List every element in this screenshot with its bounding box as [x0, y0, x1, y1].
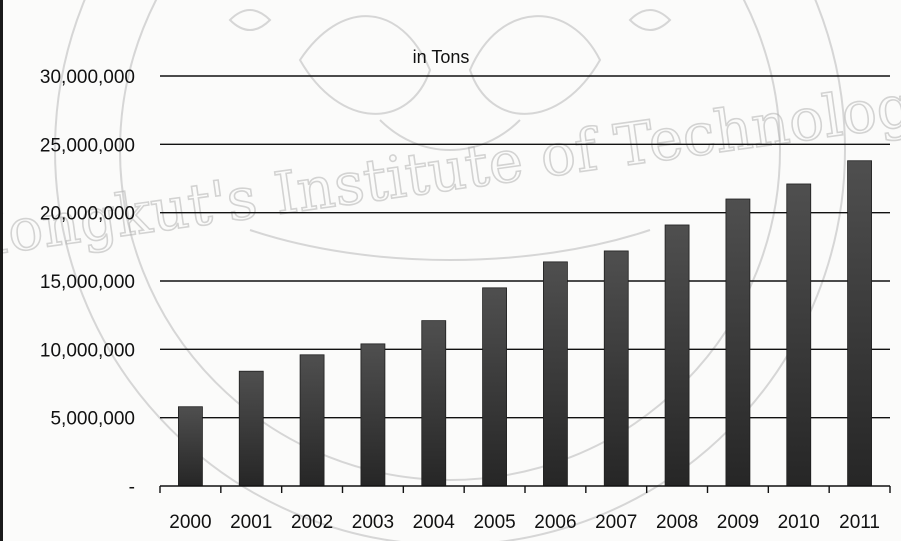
- bar-2010: [786, 183, 812, 487]
- bars: [178, 160, 872, 487]
- y-tick-label: 30,000,000: [40, 67, 135, 88]
- x-tick-label: 2008: [656, 512, 698, 533]
- scan-edge: [0, 0, 3, 541]
- x-tick-label: 2003: [352, 512, 394, 533]
- y-tick-label: 10,000,000: [40, 340, 135, 361]
- bar-2000: [178, 406, 203, 487]
- x-tick-label: 2010: [778, 512, 820, 533]
- gridlines: [160, 75, 890, 419]
- axes: [159, 485, 891, 493]
- bar-2001: [238, 370, 264, 487]
- y-tick-label: 20,000,000: [40, 204, 135, 225]
- x-tick-label: 2009: [717, 512, 759, 533]
- bar-2003: [360, 343, 386, 487]
- labels: - 5,000,000 10,000,000 15,000,000 20,000,000…: [40, 67, 880, 533]
- x-tick-label: 2000: [169, 512, 211, 533]
- x-tick-label: 2001: [230, 512, 272, 533]
- y-tick-label: 15,000,000: [40, 272, 135, 293]
- bar-2002: [299, 354, 325, 487]
- y-tick-label: 25,000,000: [40, 135, 135, 156]
- x-tick-label: 2007: [595, 512, 637, 533]
- bar-2008: [664, 224, 690, 487]
- x-tick-label: 2005: [473, 512, 515, 533]
- chart-title: in Tons: [413, 47, 470, 67]
- x-tick-label: 2004: [413, 512, 456, 533]
- x-tick-label: 2006: [534, 512, 576, 533]
- bar-2009: [725, 198, 751, 487]
- bar-2005: [482, 287, 507, 487]
- x-tick-label: 2011: [839, 512, 880, 533]
- bar-2006: [543, 261, 568, 487]
- y-tick-label: -: [129, 477, 135, 498]
- bar-2011: [847, 160, 872, 487]
- bar-2007: [603, 250, 629, 487]
- y-tick-label: 5,000,000: [50, 409, 135, 430]
- bar-2004: [421, 320, 447, 487]
- x-tick-label: 2002: [291, 512, 333, 533]
